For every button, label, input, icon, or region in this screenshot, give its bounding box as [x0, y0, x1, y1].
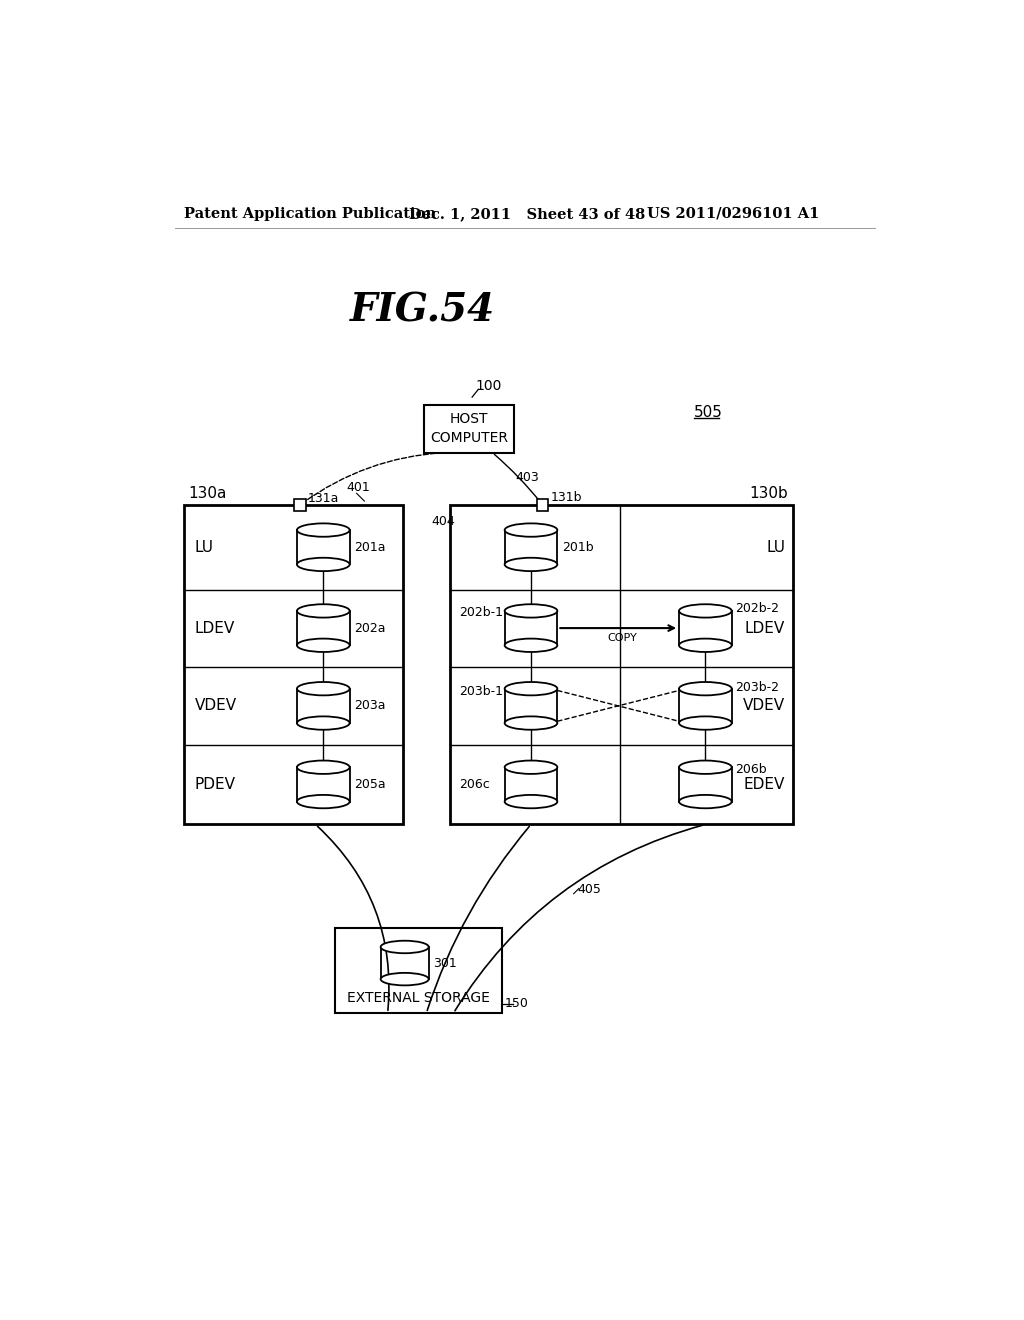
- Text: 205a: 205a: [354, 777, 386, 791]
- Ellipse shape: [297, 795, 349, 808]
- Text: 404: 404: [432, 515, 456, 528]
- Text: Dec. 1, 2011   Sheet 43 of 48: Dec. 1, 2011 Sheet 43 of 48: [409, 207, 645, 220]
- Text: 131a: 131a: [308, 492, 339, 506]
- Text: FIG.54: FIG.54: [350, 292, 495, 330]
- Text: 206c: 206c: [459, 777, 489, 791]
- Bar: [679, 689, 732, 723]
- Text: 202b-1: 202b-1: [459, 606, 503, 619]
- Bar: [335, 928, 502, 1014]
- Text: 130a: 130a: [188, 486, 227, 500]
- Ellipse shape: [505, 682, 557, 696]
- Ellipse shape: [679, 717, 732, 730]
- Ellipse shape: [297, 717, 349, 730]
- Text: LDEV: LDEV: [744, 620, 785, 636]
- Text: 201a: 201a: [354, 541, 386, 554]
- Bar: [505, 689, 557, 723]
- Bar: [183, 506, 403, 825]
- Text: 150: 150: [505, 998, 529, 1010]
- Ellipse shape: [381, 941, 429, 953]
- Text: 401: 401: [346, 482, 371, 495]
- Bar: [505, 767, 557, 801]
- Ellipse shape: [505, 558, 557, 572]
- Ellipse shape: [679, 795, 732, 808]
- Text: 405: 405: [578, 883, 601, 896]
- Ellipse shape: [297, 523, 349, 537]
- Text: 403: 403: [515, 471, 540, 484]
- Ellipse shape: [679, 760, 732, 774]
- Ellipse shape: [297, 639, 349, 652]
- Text: COPY: COPY: [607, 634, 637, 643]
- Bar: [424, 405, 514, 453]
- Text: 202b-2: 202b-2: [735, 602, 779, 615]
- Text: LU: LU: [195, 540, 214, 554]
- Text: 505: 505: [693, 405, 723, 420]
- Ellipse shape: [505, 760, 557, 774]
- Text: 206b: 206b: [735, 763, 766, 776]
- Ellipse shape: [381, 973, 429, 986]
- Text: 201b: 201b: [562, 541, 594, 554]
- Ellipse shape: [679, 605, 732, 618]
- Text: HOST
COMPUTER: HOST COMPUTER: [430, 412, 508, 445]
- Bar: [537, 499, 549, 511]
- Bar: [294, 499, 306, 511]
- Text: 203b-1: 203b-1: [459, 685, 503, 698]
- Text: PDEV: PDEV: [195, 777, 236, 792]
- Bar: [297, 767, 349, 801]
- Text: Patent Application Publication: Patent Application Publication: [183, 207, 436, 220]
- Ellipse shape: [679, 639, 732, 652]
- Ellipse shape: [505, 795, 557, 808]
- Ellipse shape: [297, 760, 349, 774]
- Text: EDEV: EDEV: [743, 777, 785, 792]
- Ellipse shape: [505, 639, 557, 652]
- Text: 131b: 131b: [550, 491, 582, 504]
- Bar: [297, 611, 349, 645]
- Bar: [679, 611, 732, 645]
- Text: EXTERNAL STORAGE: EXTERNAL STORAGE: [347, 991, 490, 1005]
- Ellipse shape: [679, 682, 732, 696]
- Text: 203b-2: 203b-2: [735, 681, 779, 694]
- Text: LDEV: LDEV: [195, 620, 234, 636]
- Text: 100: 100: [475, 379, 502, 393]
- Text: 301: 301: [433, 957, 457, 970]
- Text: VDEV: VDEV: [195, 698, 237, 713]
- Bar: [505, 531, 557, 565]
- Bar: [297, 689, 349, 723]
- Bar: [679, 767, 732, 801]
- Text: US 2011/0296101 A1: US 2011/0296101 A1: [647, 207, 819, 220]
- Text: VDEV: VDEV: [743, 698, 785, 713]
- Text: 202a: 202a: [354, 622, 386, 635]
- Ellipse shape: [297, 558, 349, 572]
- Bar: [505, 611, 557, 645]
- Bar: [450, 506, 793, 825]
- Text: 130b: 130b: [750, 486, 788, 500]
- Ellipse shape: [505, 605, 557, 618]
- Text: 203a: 203a: [354, 700, 386, 713]
- Ellipse shape: [297, 605, 349, 618]
- Ellipse shape: [505, 717, 557, 730]
- Bar: [381, 946, 429, 979]
- Ellipse shape: [297, 682, 349, 696]
- Bar: [297, 531, 349, 565]
- Text: LU: LU: [766, 540, 785, 554]
- Ellipse shape: [505, 523, 557, 537]
